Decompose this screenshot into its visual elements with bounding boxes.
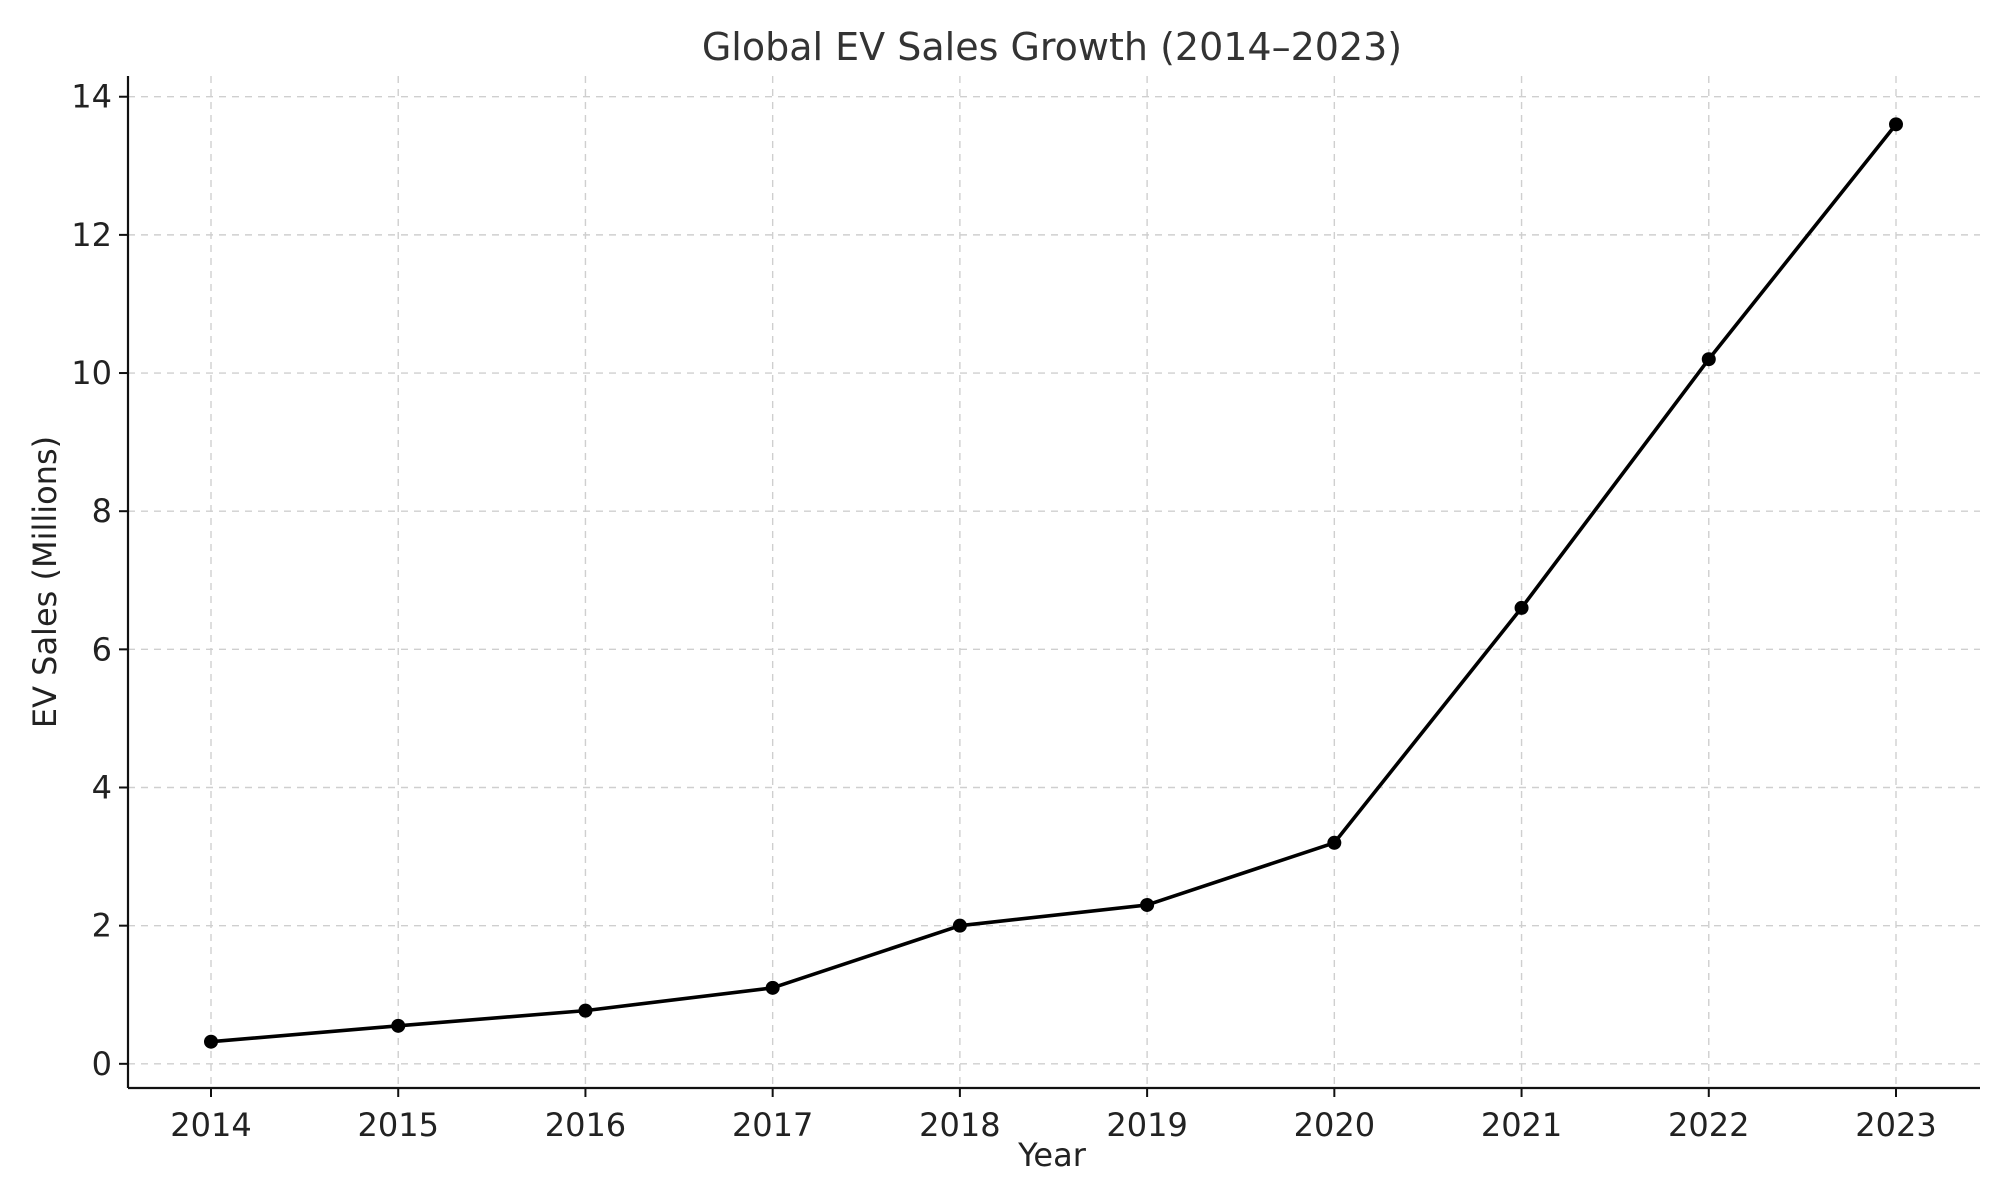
data-point-2019: [1140, 897, 1155, 912]
y-tick-label: 6: [92, 630, 112, 668]
y-tick-label: 0: [92, 1045, 112, 1083]
series-line: [210, 123, 1898, 1044]
data-point-2023: [1889, 117, 1903, 132]
y-axis-label: EV Sales (Millions): [26, 436, 64, 728]
y-tick-label: 8: [92, 492, 112, 530]
x-tick-label: 2023: [1855, 1106, 1936, 1144]
data-point-2015: [391, 1018, 406, 1033]
x-tick-label: 2020: [1294, 1106, 1375, 1144]
x-tick-label: 2022: [1668, 1106, 1749, 1144]
x-tick-label: 2015: [358, 1106, 439, 1144]
x-tick-label: 2016: [545, 1106, 626, 1144]
data-point-2017: [765, 980, 780, 995]
y-tick-label: 2: [92, 907, 112, 945]
x-tick-label: 2014: [170, 1106, 251, 1144]
x-tick-label: 2019: [1106, 1106, 1187, 1144]
data-point-2018: [952, 918, 967, 933]
y-tick-label: 10: [71, 354, 112, 392]
data-point-2021: [1514, 600, 1529, 615]
data-point-2014: [204, 1034, 218, 1049]
y-tick-label: 4: [92, 769, 112, 807]
data-point-2022: [1701, 352, 1716, 367]
data-point-2016: [578, 1003, 593, 1018]
chart-title: Global EV Sales Growth (2014–2023): [702, 25, 1402, 69]
series: [204, 117, 1903, 1049]
x-axis-label: Year: [1017, 1136, 1087, 1174]
y-tick-label: 14: [71, 78, 112, 116]
y-tick-label: 12: [71, 216, 112, 254]
data-point-2020: [1327, 835, 1342, 850]
axes: [126, 76, 1980, 1090]
grid: [128, 76, 1980, 1088]
x-tick-label: 2017: [732, 1106, 813, 1144]
tick-labels: 2014 2015 2016 2017 2018 2019 2020 2021 2022 2023…: [71, 78, 1936, 1144]
x-tick-label: 2018: [919, 1106, 1000, 1144]
x-tick-label: 2021: [1481, 1106, 1562, 1144]
